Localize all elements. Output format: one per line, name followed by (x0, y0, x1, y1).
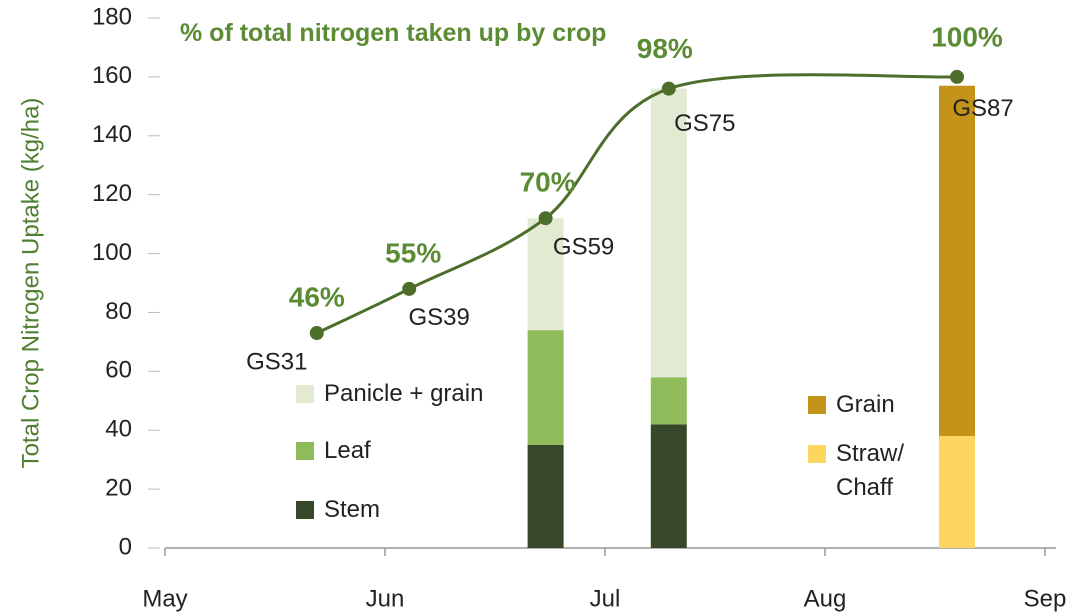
y-tick-label: 160 (92, 62, 132, 89)
legend-swatch (296, 501, 314, 519)
legend-label: Panicle + grain (324, 380, 484, 407)
annotation: % of total nitrogen taken up by crop (180, 19, 607, 47)
stage-label: GS87 (952, 95, 1013, 122)
bar-segment (650, 377, 687, 425)
line-point (402, 281, 417, 296)
legend-swatch (808, 445, 826, 463)
bar-segment (939, 85, 975, 437)
stage-label: GS75 (674, 110, 735, 137)
line-point (661, 81, 676, 96)
y-tick-label: 140 (92, 121, 132, 148)
y-tick-label: 100 (92, 239, 132, 266)
percent-label: 100% (931, 21, 1003, 52)
percent-label: 46% (289, 281, 345, 312)
bar-segment (650, 424, 687, 548)
x-tick-label: Sep (1024, 585, 1067, 612)
legend-swatch (296, 442, 314, 460)
y-tick-label: 120 (92, 180, 132, 207)
y-tick-label: 40 (105, 416, 132, 443)
y-tick-label: 60 (105, 357, 132, 384)
legend-label: Grain (836, 391, 895, 418)
bar-segment (527, 330, 564, 445)
x-tick-label: Jul (590, 585, 621, 612)
percent-label: 98% (637, 33, 693, 64)
line-point (950, 69, 964, 84)
stage-label: GS31 (246, 348, 307, 375)
x-tick-label: Jun (366, 585, 405, 612)
bar-segment (650, 88, 687, 378)
legend-swatch (808, 396, 826, 414)
x-tick-label: May (142, 585, 187, 612)
bar-segment (527, 218, 564, 331)
line-point (309, 326, 324, 341)
line (316, 73, 958, 335)
legend-swatch (296, 385, 314, 403)
stage-label: GS39 (409, 304, 470, 331)
y-tick-label: 20 (105, 474, 132, 501)
legend-label: Straw/ Chaff (836, 440, 905, 501)
percent-label: 55% (385, 237, 441, 268)
y-tick-label: 80 (105, 298, 132, 325)
bar-segment (527, 444, 564, 548)
legend-label: Stem (324, 496, 381, 523)
y-axis-label: Total Crop Nitrogen Uptake (kg/ha) (17, 98, 44, 469)
bar-segment (939, 436, 975, 548)
line-point (538, 211, 553, 226)
percent-label: 70% (520, 167, 576, 198)
y-tick-label: 0 (119, 533, 132, 560)
x-tick-label: Aug (804, 585, 847, 612)
legend-label: Leaf (324, 437, 371, 464)
stage-label: GS59 (553, 234, 614, 261)
y-tick-label: 180 (92, 3, 132, 30)
